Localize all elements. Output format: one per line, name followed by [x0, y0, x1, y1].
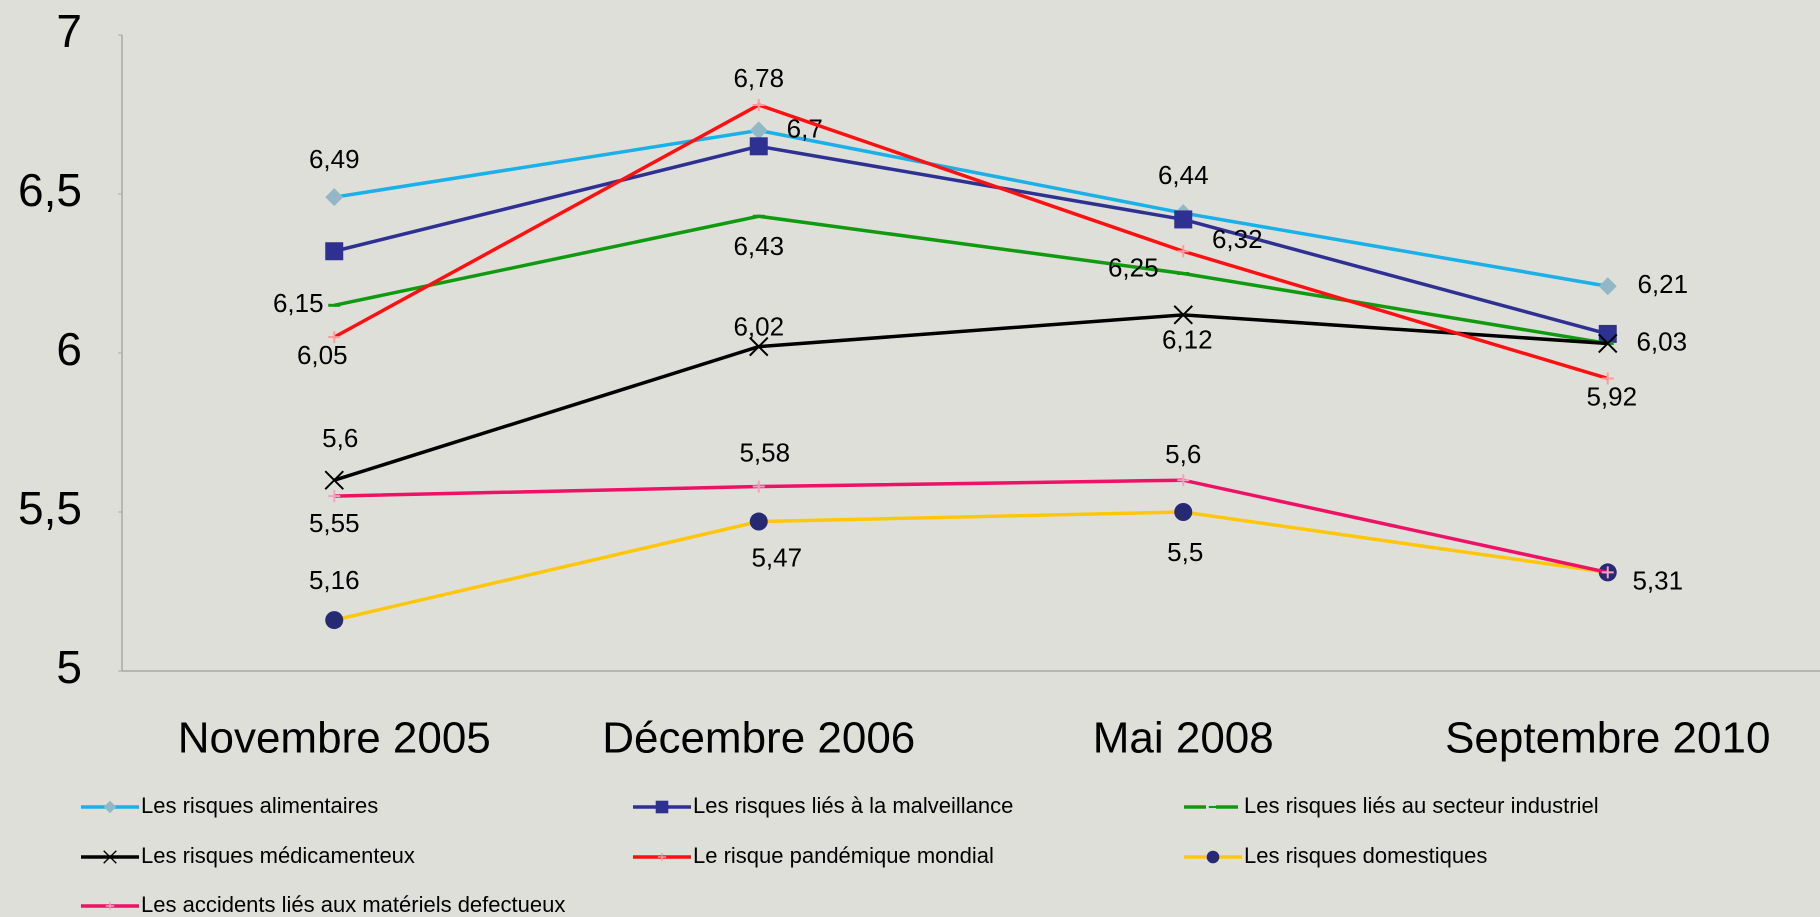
marker: [1601, 372, 1614, 385]
marker: [328, 490, 341, 503]
y-tick-label: 5,5: [18, 482, 82, 534]
marker: [1601, 566, 1614, 579]
legend-label: Le risque pandémique mondial: [693, 843, 994, 868]
marker: [1177, 474, 1190, 487]
marker: [1177, 245, 1190, 258]
x-tick-label: Décembre 2006: [602, 714, 915, 763]
y-tick-label: 6,5: [18, 164, 82, 216]
legend-marker: [105, 901, 115, 911]
y-tick-label: 7: [56, 5, 82, 57]
marker: [1598, 324, 1617, 343]
legend-marker: [1206, 850, 1220, 864]
data-label: 6,15: [273, 288, 324, 318]
legend-label: Les risques alimentaires: [141, 793, 378, 818]
data-label: 5,5: [1167, 537, 1203, 567]
marker: [749, 121, 768, 140]
data-label: 6,03: [1636, 326, 1687, 356]
data-label: 6,43: [733, 231, 784, 261]
marker: [749, 336, 769, 357]
marker: [325, 188, 344, 207]
legend-label: Les accidents liés aux matériels defectu…: [141, 892, 565, 917]
data-label: 5,55: [309, 508, 360, 538]
data-label: 6,12: [1162, 325, 1213, 355]
data-label: 5,31: [1632, 565, 1683, 595]
x-tick-label: Novembre 2005: [178, 714, 491, 763]
data-label: 6,21: [1637, 269, 1688, 299]
x-tick-label: Septembre 2010: [1445, 714, 1770, 763]
marker: [1174, 503, 1193, 521]
y-tick-label: 6: [56, 323, 82, 375]
data-label: 6,49: [309, 144, 360, 174]
data-label: 6,02: [733, 312, 784, 342]
legend-marker: [103, 800, 117, 814]
marker: [325, 611, 344, 630]
series-line: [333, 313, 1608, 482]
data-label: 6,05: [297, 340, 348, 370]
data-label: 5,6: [1165, 439, 1201, 469]
data-label: 5,16: [309, 565, 360, 595]
series-line: [334, 478, 1609, 575]
data-label: 5,6: [322, 423, 358, 453]
marker: [1598, 277, 1617, 296]
marker: [1173, 305, 1193, 325]
data-label: 6,32: [1212, 224, 1263, 254]
legend-label: Les risques médicamenteux: [141, 843, 415, 868]
data-label: 5,92: [1586, 381, 1637, 411]
y-tick-label: 5: [56, 641, 82, 693]
data-label: 5,58: [739, 437, 790, 467]
legend-marker: [655, 800, 669, 814]
series-line: [333, 128, 1609, 288]
marker: [325, 242, 344, 261]
series-line: [333, 144, 1609, 336]
marker: [1174, 210, 1193, 229]
marker: [328, 331, 341, 344]
marker: [752, 98, 765, 111]
marker: [324, 470, 344, 490]
series-line: [333, 214, 1609, 346]
legend-label: Les risques liés à la malveillance: [693, 793, 1013, 818]
marker: [749, 512, 768, 531]
x-tick-label: Mai 2008: [1093, 714, 1274, 763]
legend-marker: [657, 852, 667, 862]
data-label: 6,25: [1108, 252, 1159, 282]
marker: [752, 480, 765, 493]
data-label: 6,78: [733, 63, 784, 93]
series-line: [333, 103, 1609, 381]
data-label: 5,47: [751, 542, 802, 572]
data-label: 6,44: [1158, 160, 1209, 190]
marker: [1598, 333, 1618, 354]
series-line: [333, 510, 1608, 622]
marker: [749, 137, 768, 156]
legend-label: Les risques liés au secteur industriel: [1244, 793, 1599, 818]
legend-marker: [103, 850, 117, 864]
legend-label: Les risques domestiques: [1244, 843, 1487, 868]
